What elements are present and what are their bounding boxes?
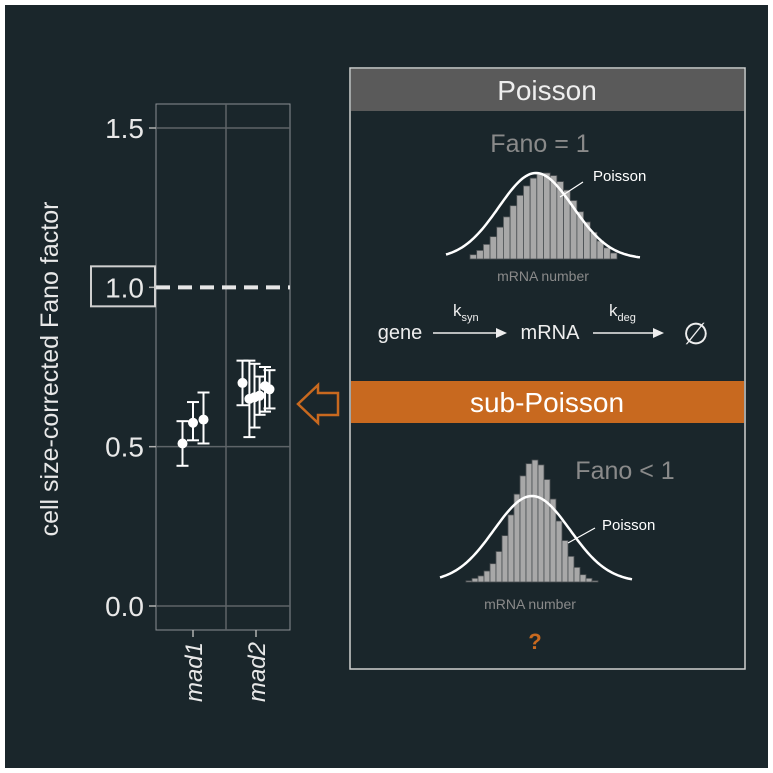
k-syn-main: k xyxy=(453,301,462,320)
k-syn-subscript: syn xyxy=(462,312,479,324)
sub-poisson-histogram-bar xyxy=(579,574,587,583)
point-marker xyxy=(237,377,248,388)
poisson-histogram-bar xyxy=(529,177,538,260)
point-marker xyxy=(264,384,275,395)
poisson-histogram-bar xyxy=(496,226,504,260)
y-axis-label: cell size-corrected Fano factor xyxy=(36,202,64,537)
poisson-curve-label: Poisson xyxy=(593,168,646,185)
x-axis-categories: mad1 mad2 xyxy=(181,630,271,702)
y-axis-tick-labels: 0.0 0.5 1.0 1.5 xyxy=(105,113,144,622)
sub-poisson-histogram xyxy=(465,459,599,583)
sub-poisson-histogram-bar xyxy=(465,580,473,583)
poisson-histogram-bar xyxy=(536,173,544,260)
pointer-arrow-icon xyxy=(296,382,340,426)
synthesis-arrowhead-icon xyxy=(496,328,507,338)
x-label-mad1: mad1 xyxy=(181,642,208,702)
data-points xyxy=(176,359,276,467)
point-mad1-2 xyxy=(197,391,210,445)
sub-poisson-histogram-bar xyxy=(507,514,515,583)
sub-poisson-histogram-bar xyxy=(519,475,527,583)
fano-less-than-one-label: Fano < 1 xyxy=(575,457,674,485)
tick-label-1.5: 1.5 xyxy=(105,113,144,144)
poisson-histogram-bar xyxy=(482,243,491,260)
highlight-box-1.0 xyxy=(90,265,156,308)
sub-poisson-reference-curve xyxy=(439,494,633,581)
mechanism-panel: Poisson Fano = 1 Poisson mRNA number gen… xyxy=(349,67,746,670)
k-syn-label: ksyn xyxy=(453,301,479,324)
gene-label: gene xyxy=(378,322,423,344)
sub-poisson-curve-label: Poisson xyxy=(602,517,655,534)
point-mad1-0 xyxy=(176,420,189,467)
sub-poisson-histogram-bar xyxy=(555,520,563,583)
degradation-arrowhead-icon xyxy=(653,328,664,338)
poisson-histogram-bar xyxy=(543,172,551,260)
sub-poisson-histogram-bar xyxy=(501,535,509,583)
horizontal-gridlines xyxy=(156,127,290,607)
poisson-histogram-bar xyxy=(469,254,478,260)
sub-poisson-histogram-bar xyxy=(471,577,479,583)
poisson-histogram-bar xyxy=(596,240,605,260)
tick-label-0.5: 0.5 xyxy=(105,432,144,463)
poisson-histogram-bar xyxy=(549,175,558,260)
sub-poisson-histogram-bar xyxy=(477,575,485,583)
sub-poisson-curve-leader xyxy=(567,527,596,544)
poisson-histogram-bar xyxy=(523,185,531,260)
sub-poisson-histogram-bar xyxy=(489,563,497,583)
sub-poisson-histogram-bar xyxy=(513,493,521,583)
sub-poisson-histogram-bar xyxy=(543,479,551,583)
question-mark: ? xyxy=(528,629,541,654)
sub-poisson-histogram-bar xyxy=(561,540,569,583)
sub-poisson-header: sub-Poisson xyxy=(470,387,624,418)
sub-poisson-histogram-bar xyxy=(591,580,599,583)
sub-poisson-histogram-bar xyxy=(567,555,575,583)
empty-set-icon: ∅ xyxy=(683,318,709,351)
tick-label-1.0: 1.0 xyxy=(105,272,144,303)
fano-chart: 0.0 0.5 1.0 1.5 mad1 mad2 cell size-correcte… xyxy=(36,103,291,702)
point-marker xyxy=(188,417,198,428)
point-marker xyxy=(177,438,188,449)
poisson-histogram-bar xyxy=(476,249,484,260)
sub-poisson-histogram-bar xyxy=(495,551,503,583)
k-deg-subscript: deg xyxy=(618,312,636,324)
sub-poisson-histogram-bar xyxy=(483,570,491,583)
poisson-header-bar xyxy=(351,69,744,111)
point-marker xyxy=(198,414,209,425)
panel-border xyxy=(349,67,746,670)
poisson-histogram-bar xyxy=(503,216,511,260)
x-label-mad2: mad2 xyxy=(244,642,271,702)
plot-frame xyxy=(155,103,291,631)
k-deg-label: kdeg xyxy=(609,301,636,324)
poisson-histogram xyxy=(469,172,618,260)
sub-poisson-histogram-bar xyxy=(537,464,545,583)
mrna-label: mRNA xyxy=(521,322,581,344)
sub-poisson-histogram-bar xyxy=(573,566,581,583)
poisson-histogram-bar xyxy=(603,247,611,260)
fano-equals-one-label: Fano = 1 xyxy=(490,130,589,158)
sub-poisson-axis-label: mRNA number xyxy=(484,596,576,612)
poisson-histogram-bar xyxy=(509,205,518,260)
reaction-scheme: gene ksyn mRNA kdeg ∅ xyxy=(378,301,709,351)
sub-poisson-histogram-bar xyxy=(525,463,533,583)
poisson-axis-label: mRNA number xyxy=(497,268,589,284)
point-mad1-1 xyxy=(187,401,199,442)
poisson-histogram-bar xyxy=(609,252,618,260)
tick-label-0.0: 0.0 xyxy=(105,591,144,622)
sub-poisson-histogram-bar xyxy=(585,577,593,583)
poisson-histogram-bar xyxy=(516,194,524,260)
point-mad2-6 xyxy=(253,375,266,416)
k-deg-main: k xyxy=(609,301,618,320)
point-mad2-3 xyxy=(236,359,249,407)
point-marker xyxy=(254,390,265,401)
sub-poisson-histogram-bar xyxy=(531,459,539,583)
poisson-histogram-bar xyxy=(489,236,498,260)
point-mad2-8 xyxy=(263,369,276,410)
y-axis-ticks xyxy=(149,127,156,607)
sub-poisson-header-bar xyxy=(351,381,744,423)
poisson-header: Poisson xyxy=(497,75,597,106)
poisson-curve-leader xyxy=(559,181,584,198)
poisson-curve xyxy=(445,171,641,259)
